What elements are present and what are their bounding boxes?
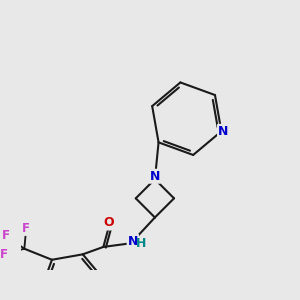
Text: F: F — [0, 248, 8, 261]
Text: F: F — [2, 229, 10, 242]
Text: N: N — [218, 125, 228, 138]
Text: N: N — [150, 170, 160, 183]
Text: H: H — [136, 238, 146, 250]
Text: N: N — [128, 235, 138, 248]
Text: F: F — [22, 222, 30, 235]
Text: O: O — [103, 217, 114, 230]
